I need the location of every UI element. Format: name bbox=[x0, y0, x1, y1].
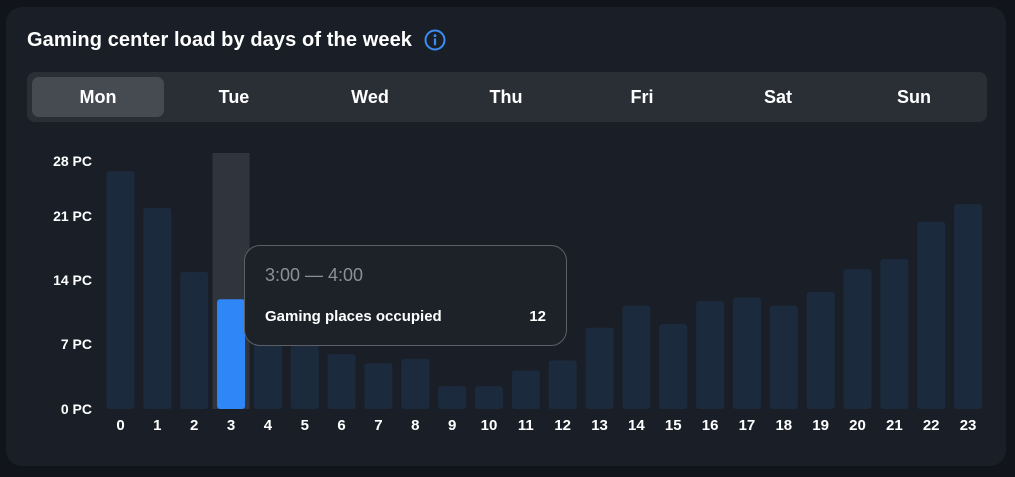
bar-hour-9[interactable] bbox=[438, 386, 467, 409]
x-tick-label: 20 bbox=[849, 417, 866, 434]
tooltip-time: 3:00 — 4:00 bbox=[265, 265, 364, 285]
day-tabs: Mon Tue Wed Thu Fri Sat Sun bbox=[27, 72, 987, 122]
bar-hour-15[interactable] bbox=[659, 323, 688, 409]
tab-sun[interactable]: Sun bbox=[897, 86, 931, 107]
x-tick-label: 14 bbox=[628, 417, 645, 434]
x-tick-label: 4 bbox=[264, 417, 273, 434]
x-tick-label: 2 bbox=[190, 417, 198, 434]
bar-hour-2[interactable] bbox=[180, 271, 209, 409]
tooltip-value: 12 bbox=[529, 308, 546, 325]
bar-hour-3[interactable] bbox=[217, 299, 246, 409]
y-tick-label: 0 PC bbox=[61, 401, 92, 417]
bar-hour-13[interactable] bbox=[585, 327, 614, 409]
bar-hour-4[interactable] bbox=[253, 335, 282, 409]
x-tick-label: 8 bbox=[411, 417, 419, 434]
x-tick-label: 22 bbox=[923, 417, 940, 434]
bar-hour-10[interactable] bbox=[475, 386, 503, 409]
x-tick-label: 17 bbox=[739, 417, 756, 434]
bar-hour-7[interactable] bbox=[364, 363, 393, 409]
bar-hour-21[interactable] bbox=[880, 259, 909, 409]
x-tick-label: 21 bbox=[886, 417, 903, 434]
bar-hour-16[interactable] bbox=[696, 301, 725, 409]
bar-hour-23[interactable] bbox=[954, 204, 983, 409]
bar-hour-1[interactable] bbox=[143, 207, 172, 409]
x-tick-label: 19 bbox=[812, 417, 829, 434]
bar-hour-19[interactable] bbox=[806, 291, 835, 409]
x-tick-label: 9 bbox=[448, 417, 456, 434]
x-tick-label: 3 bbox=[227, 417, 235, 434]
chart-title: Gaming center load by days of the week bbox=[27, 28, 413, 51]
x-tick-label: 13 bbox=[591, 417, 608, 434]
y-tick-label: 7 PC bbox=[61, 336, 92, 352]
tooltip-label: Gaming places occupied bbox=[265, 308, 442, 325]
x-tick-label: 10 bbox=[481, 417, 498, 434]
bar-hour-18[interactable] bbox=[769, 305, 798, 409]
bar-hour-8[interactable] bbox=[401, 358, 430, 409]
bar-hour-14[interactable] bbox=[622, 305, 651, 409]
tab-fri[interactable]: Fri bbox=[630, 86, 654, 107]
tab-sat[interactable]: Sat bbox=[763, 86, 792, 107]
x-tick-label: 0 bbox=[116, 417, 124, 434]
y-tick-label: 14 PC bbox=[53, 272, 92, 288]
bar-hour-12[interactable] bbox=[548, 360, 577, 409]
tab-mon[interactable]: Mon bbox=[32, 77, 164, 117]
title-row: Gaming center load by days of the week bbox=[27, 27, 446, 53]
bar-hour-17[interactable] bbox=[732, 297, 761, 409]
bar-hour-0[interactable] bbox=[106, 171, 135, 409]
x-tick-label: 6 bbox=[337, 417, 345, 434]
x-tick-label: 1 bbox=[153, 417, 161, 434]
x-tick-label: 11 bbox=[518, 417, 534, 434]
tab-wed[interactable]: Wed bbox=[351, 86, 389, 107]
y-tick-label: 21 PC bbox=[53, 208, 92, 224]
x-tick-label: 5 bbox=[301, 417, 309, 434]
x-tick-label: 12 bbox=[554, 417, 571, 434]
x-tick-label: 7 bbox=[374, 417, 382, 434]
x-tick-label: 18 bbox=[775, 417, 792, 434]
x-tick-label: 23 bbox=[960, 417, 977, 434]
bar-hour-6[interactable] bbox=[327, 354, 356, 409]
tab-tue[interactable]: Tue bbox=[218, 86, 250, 107]
tab-thu[interactable]: Thu bbox=[489, 86, 523, 107]
info-icon[interactable] bbox=[424, 29, 446, 51]
x-tick-label: 16 bbox=[702, 417, 719, 434]
bar-hour-22[interactable] bbox=[917, 221, 946, 409]
bar-hour-11[interactable] bbox=[511, 370, 540, 409]
chart-card: Gaming center load by days of the week M… bbox=[6, 7, 1006, 466]
y-tick-label: 28 PC bbox=[53, 153, 92, 169]
x-tick-label: 15 bbox=[665, 417, 682, 434]
bar-hour-5[interactable] bbox=[290, 345, 319, 409]
chart-tooltip: 3:00 — 4:00 Gaming places occupied 12 bbox=[244, 245, 567, 346]
bar-hour-20[interactable] bbox=[843, 269, 872, 409]
